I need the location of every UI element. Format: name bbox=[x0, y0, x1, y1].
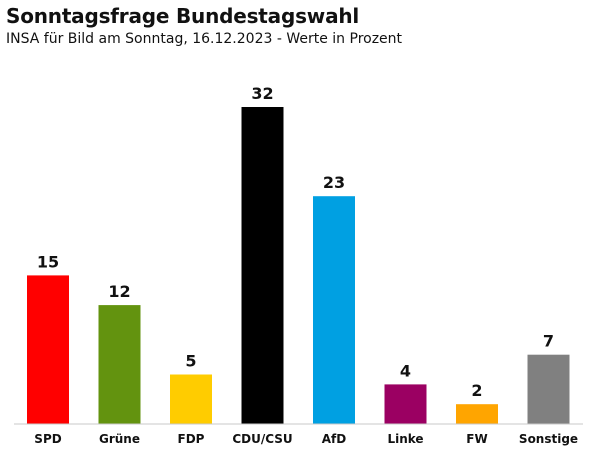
value-label-cdu-csu: 32 bbox=[251, 84, 273, 103]
bar-afd bbox=[313, 196, 355, 424]
value-label-sonstige: 7 bbox=[543, 332, 554, 351]
category-label-fdp: FDP bbox=[178, 432, 205, 446]
bar-sonstige bbox=[527, 354, 570, 424]
category-label-fw: FW bbox=[466, 432, 487, 446]
value-labels-group: 15 12 5 32 23 4 2 7 bbox=[37, 84, 554, 400]
category-label-afd: AfD bbox=[322, 432, 347, 446]
category-label-linke: Linke bbox=[387, 432, 423, 446]
category-labels-group: SPD Grüne FDP CDU/CSU AfD Linke FW Sonstige bbox=[34, 432, 578, 446]
category-label-cdu-csu: CDU/CSU bbox=[232, 432, 292, 446]
value-label-afd: 23 bbox=[323, 173, 345, 192]
value-label-spd: 15 bbox=[37, 252, 59, 271]
bar-fw bbox=[456, 404, 498, 424]
bar-linke bbox=[384, 384, 427, 424]
chart-title: Sonntagsfrage Bundestagswahl bbox=[6, 4, 360, 28]
bar-spd bbox=[27, 275, 69, 424]
category-label-spd: SPD bbox=[34, 432, 61, 446]
category-label-sonstige: Sonstige bbox=[519, 432, 578, 446]
bar-cdu-csu bbox=[241, 107, 284, 424]
value-label-fw: 2 bbox=[471, 381, 482, 400]
bar-gr-ne bbox=[98, 305, 141, 424]
value-label-fdp: 5 bbox=[185, 352, 196, 371]
value-label-linke: 4 bbox=[400, 361, 411, 380]
bars-group bbox=[27, 107, 570, 424]
chart-subtitle: INSA für Bild am Sonntag, 16.12.2023 - W… bbox=[6, 31, 403, 47]
category-label-gr-ne: Grüne bbox=[99, 432, 140, 446]
bar-fdp bbox=[170, 374, 212, 424]
value-label-gr-ne: 12 bbox=[108, 282, 130, 301]
